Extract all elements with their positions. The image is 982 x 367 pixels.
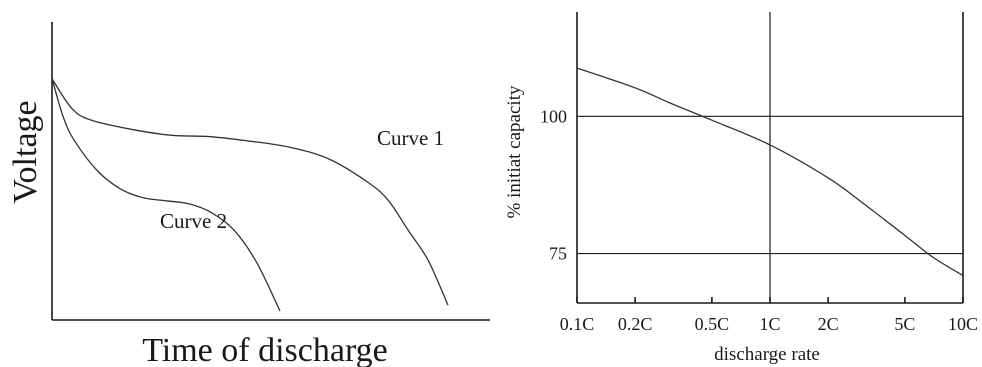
curve-1-line	[51, 78, 449, 306]
capacity-curve-line	[576, 67, 964, 277]
right-x-axis-label: discharge rate	[714, 344, 820, 365]
x-tick-label: 5C	[894, 314, 915, 334]
capacity-rate-chart: 0.1C 0.2C 0.5C 1C 2C 5C 10C 75 100 discharge ra…	[504, 12, 978, 365]
left-y-axis-label: Voltage	[7, 100, 44, 203]
voltage-discharge-chart: Curve 1 Curve 2 Time of discharge Voltag…	[7, 22, 490, 367]
x-tick-label: 2C	[818, 314, 839, 334]
x-tick-label: 0.5C	[695, 314, 730, 334]
right-y-axis-label: % initiat capacity	[504, 85, 525, 218]
y-tick-label: 100	[540, 106, 567, 126]
left-x-axis-label: Time of discharge	[142, 332, 388, 367]
right-gridlines	[577, 12, 963, 303]
x-tick-label: 1C	[759, 314, 780, 334]
x-tick-label: 0.1C	[560, 314, 595, 334]
curve-2-label: Curve 2	[160, 209, 227, 233]
x-tick-label: 0.2C	[618, 314, 653, 334]
curve-1-label: Curve 1	[377, 126, 444, 150]
x-tick-label: 10C	[948, 314, 978, 334]
right-x-ticks: 0.1C 0.2C 0.5C 1C 2C 5C 10C	[560, 297, 978, 334]
curve-2-line	[51, 78, 281, 312]
y-tick-label: 75	[549, 244, 567, 264]
right-y-ticks: 75 100	[540, 106, 567, 263]
